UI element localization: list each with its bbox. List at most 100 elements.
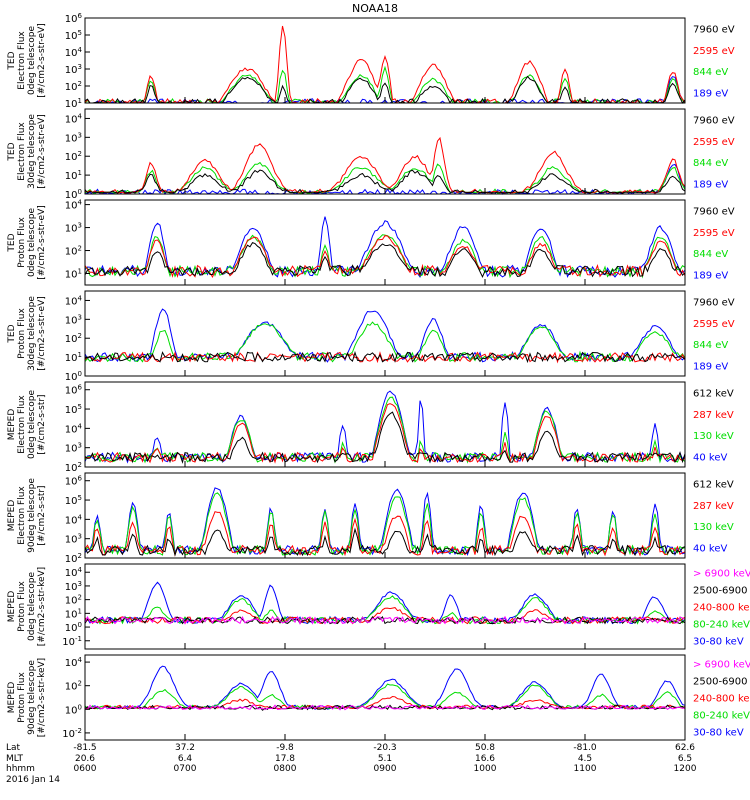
legend-entry: 844 eV xyxy=(693,249,728,260)
legend-entry: 80-240 keV xyxy=(693,620,750,631)
x-tick-lat: -20.3 xyxy=(373,743,396,753)
panel-6: 102 103 104 105 106 MEPED Electron Flux 90deg t… xyxy=(7,472,734,565)
y-tick-label: 103 xyxy=(65,313,82,326)
x-tick-mlt: 5.1 xyxy=(378,754,392,764)
legend-entry: 240-800 ke xyxy=(693,694,750,705)
series-line-6-2 xyxy=(84,511,686,557)
y-tick-label: 104 xyxy=(65,566,83,579)
y-axis-label: [#/cm2-s-str] xyxy=(37,394,47,454)
x-tick-lat: -81.5 xyxy=(73,743,96,753)
y-tick-label: 100 xyxy=(65,703,82,716)
series-line-6-1 xyxy=(84,527,686,557)
panel-3: 101 102 103 104 TED Proton Flux 0deg telescope… xyxy=(7,199,735,286)
panel-frame-6 xyxy=(84,472,686,559)
x-row-label: MLT xyxy=(6,754,24,764)
series-line-4-2 xyxy=(84,351,686,364)
panel-frame-8 xyxy=(84,654,686,741)
panel-2: 100 101 102 103 104 TED Electron Flux 30deg tel… xyxy=(7,108,735,201)
x-tick-hhmm: 0800 xyxy=(274,764,297,774)
y-axis-label: MEPED xyxy=(7,682,17,714)
y-tick-label: 101 xyxy=(65,351,82,364)
panel-frame-4 xyxy=(84,290,686,377)
panel-8: 10-2 100 102 104 MEPED Proton Flux 90deg teles… xyxy=(7,654,750,741)
panel-1: 101 102 103 104 105 106 TED Electron Flux 0deg t… xyxy=(7,12,735,110)
legend-entry: 2500-6900 xyxy=(693,677,748,688)
y-tick-label: 101 xyxy=(65,607,82,620)
x-tick-lat: 62.6 xyxy=(675,743,695,753)
series-line-5-4 xyxy=(84,390,686,464)
y-axis-label: 30deg telescope xyxy=(27,296,37,371)
x-row-label: Lat xyxy=(6,743,21,753)
y-axis-label: Electron Flux xyxy=(17,395,27,454)
y-tick-label: 103 xyxy=(65,131,82,144)
y-tick-label: 102 xyxy=(65,461,82,474)
y-tick-label: 102 xyxy=(65,332,82,345)
y-tick-label: 104 xyxy=(65,422,83,435)
x-tick-mlt: 17.8 xyxy=(275,754,295,764)
series-line-8-5 xyxy=(84,665,686,710)
y-tick-label: 104 xyxy=(65,656,83,669)
series-line-4-1 xyxy=(84,350,686,364)
x-tick-mlt: 20.6 xyxy=(75,754,95,764)
legend-entry: 30-80 keV xyxy=(693,728,744,739)
y-axis-label: MEPED xyxy=(7,500,17,532)
legend-entry: 612 keV xyxy=(693,480,734,491)
legend-entry: 189 eV xyxy=(693,88,728,99)
legend-entry: 189 eV xyxy=(693,179,728,190)
x-tick-lat: -9.8 xyxy=(276,743,294,753)
x-tick-mlt: 16.6 xyxy=(475,754,495,764)
y-axis-label: [#/cm2-s-str-eV] xyxy=(37,296,47,371)
legend-entry: 189 eV xyxy=(693,361,728,372)
y-tick-label: 105 xyxy=(65,403,82,416)
y-axis-label: 90deg telescope xyxy=(27,660,37,735)
y-tick-label: 101 xyxy=(65,97,82,110)
y-tick-label: 102 xyxy=(65,680,82,693)
y-axis-label: 0deg telescope xyxy=(27,26,37,96)
y-tick-label: 106 xyxy=(65,475,83,488)
y-tick-label: 102 xyxy=(65,552,82,565)
panel-frame-7 xyxy=(84,563,686,650)
y-axis-label: MEPED xyxy=(7,409,17,441)
series-line-1-2 xyxy=(84,25,686,104)
legend-entry: 40 keV xyxy=(693,543,727,554)
x-tick-hhmm: 1200 xyxy=(674,764,697,774)
y-axis-label: MEPED xyxy=(7,591,17,623)
y-tick-label: 102 xyxy=(65,594,82,607)
legend-entry: 2595 eV xyxy=(693,228,735,239)
panel-5: 102 103 104 105 106 MEPED Electron Flux 0deg te… xyxy=(7,381,734,474)
legend-entry: 7960 eV xyxy=(693,207,735,218)
series-line-8-4 xyxy=(84,683,686,710)
y-tick-label: 104 xyxy=(65,112,83,125)
x-tick-mlt: 4.5 xyxy=(578,754,592,764)
legend-entry: 30-80 keV xyxy=(693,637,744,648)
legend-entry: 844 eV xyxy=(693,340,728,351)
y-axis-label: [#/cm2-s-str-eV] xyxy=(37,23,47,98)
y-tick-label: 103 xyxy=(65,442,82,455)
y-tick-label: 106 xyxy=(65,12,83,25)
legend-entry: 2595 eV xyxy=(693,46,735,57)
series-line-3-1 xyxy=(84,241,686,279)
x-row-label: hhmm xyxy=(6,764,35,774)
y-tick-label: 102 xyxy=(65,80,82,93)
panel-frame-2 xyxy=(84,108,686,195)
y-tick-label: 104 xyxy=(65,46,83,59)
y-tick-label: 104 xyxy=(65,294,83,307)
y-axis-label: 30deg telescope xyxy=(27,114,37,189)
y-axis-label: [#/cm2-s-str-keV] xyxy=(37,567,47,646)
y-axis-label: TED xyxy=(7,142,17,161)
panel-frame-1 xyxy=(84,17,686,104)
y-tick-label: 100 xyxy=(65,188,82,201)
series-line-3-3 xyxy=(84,234,686,279)
x-tick-hhmm: 1000 xyxy=(474,764,497,774)
series-line-7-1 xyxy=(84,615,686,625)
y-tick-label: 104 xyxy=(65,513,83,526)
legend-entry: 287 keV xyxy=(693,410,734,421)
y-axis-label: Proton Flux xyxy=(17,672,27,723)
series-line-5-1 xyxy=(84,411,686,464)
y-tick-label: 106 xyxy=(65,384,83,397)
y-tick-label: 101 xyxy=(65,169,82,182)
legend-entry: 40 keV xyxy=(693,452,727,463)
